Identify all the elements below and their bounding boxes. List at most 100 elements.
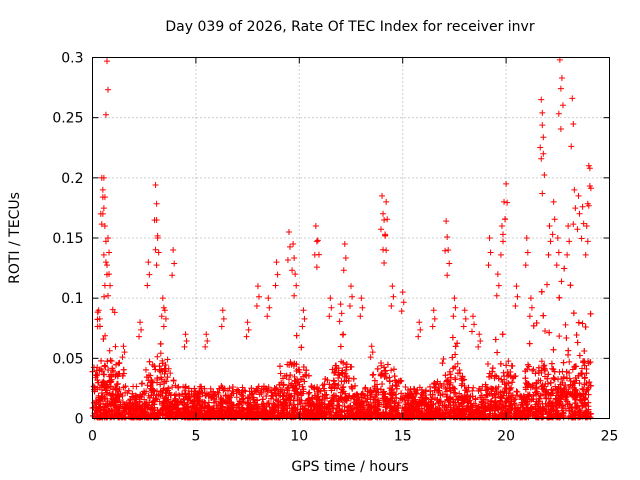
data-point: [306, 389, 313, 396]
data-point: [379, 381, 386, 388]
data-point: [104, 358, 111, 365]
data-point: [102, 332, 109, 339]
data-point: [259, 396, 266, 403]
data-point: [162, 361, 169, 368]
data-point: [390, 366, 397, 373]
data-point: [512, 396, 519, 403]
data-point: [300, 364, 307, 371]
data-point: [573, 331, 580, 338]
data-point: [321, 381, 328, 388]
data-point: [509, 379, 516, 386]
data-point: [119, 399, 126, 406]
data-point: [532, 370, 539, 377]
data-point: [558, 278, 565, 285]
data-point: [538, 358, 545, 365]
data-point: [276, 363, 283, 370]
data-point: [579, 385, 586, 392]
data-point: [90, 383, 97, 390]
data-point: [579, 371, 586, 378]
data-point: [575, 319, 582, 326]
data-point: [164, 374, 171, 381]
data-point: [154, 353, 161, 360]
data-point: [530, 322, 537, 329]
data-point: [337, 343, 344, 350]
data-point: [144, 382, 151, 389]
data-point: [447, 387, 454, 394]
data-point: [452, 343, 459, 350]
data-point: [333, 362, 340, 369]
data-point: [552, 395, 559, 402]
data-point: [285, 376, 292, 383]
data-point: [388, 367, 395, 374]
data-points: [89, 56, 594, 421]
data-point: [500, 369, 507, 376]
data-point: [215, 391, 222, 398]
data-point: [377, 386, 384, 393]
data-point: [417, 394, 424, 401]
data-point: [127, 397, 134, 404]
data-point: [268, 395, 275, 402]
data-point: [526, 340, 533, 347]
data-point: [101, 362, 108, 369]
data-point: [581, 347, 588, 354]
data-point: [302, 371, 309, 378]
data-point: [370, 396, 377, 403]
data-point: [583, 387, 590, 394]
data-point: [112, 343, 119, 350]
data-point: [167, 370, 174, 377]
data-point: [175, 384, 182, 391]
data-point: [449, 354, 456, 361]
data-point: [411, 386, 418, 393]
data-point: [371, 377, 378, 384]
data-point: [469, 387, 476, 394]
data-point: [556, 294, 563, 301]
data-point: [220, 396, 227, 403]
data-point: [442, 386, 449, 393]
data-point: [239, 392, 246, 399]
data-point: [187, 404, 194, 411]
data-point: [242, 388, 249, 395]
data-point: [493, 392, 500, 399]
data-point: [374, 365, 381, 372]
data-point: [562, 321, 569, 328]
data-point: [456, 390, 463, 397]
data-point: [566, 408, 573, 415]
data-point: [101, 371, 108, 378]
data-point: [111, 309, 118, 316]
data-point: [557, 381, 564, 388]
data-point: [258, 389, 265, 396]
data-point: [152, 395, 159, 402]
data-point: [552, 407, 559, 414]
data-point: [486, 373, 493, 380]
data-point: [293, 332, 300, 339]
data-point: [566, 358, 573, 365]
data-point: [449, 334, 456, 341]
data-point: [294, 401, 301, 408]
data-point: [542, 327, 549, 334]
data-point: [106, 347, 113, 354]
data-point: [505, 358, 512, 365]
data-point: [544, 281, 551, 288]
data-point: [350, 375, 357, 382]
data-point: [576, 380, 583, 387]
data-point: [529, 367, 536, 374]
data-point: [488, 397, 495, 404]
data-point: [157, 350, 164, 357]
data-point: [544, 375, 551, 382]
data-point: [146, 358, 153, 365]
data-point: [454, 370, 461, 377]
data-point: [164, 356, 171, 363]
data-point: [556, 333, 563, 340]
data-point: [540, 312, 547, 319]
data-point: [169, 384, 176, 391]
data-point: [570, 310, 577, 317]
data-point: [509, 363, 516, 370]
data-point: [122, 389, 129, 396]
data-point: [157, 340, 164, 347]
data-point: [586, 379, 593, 386]
data-point: [529, 382, 536, 389]
data-point: [576, 352, 583, 359]
data-point: [550, 346, 557, 353]
data-point: [494, 349, 501, 356]
